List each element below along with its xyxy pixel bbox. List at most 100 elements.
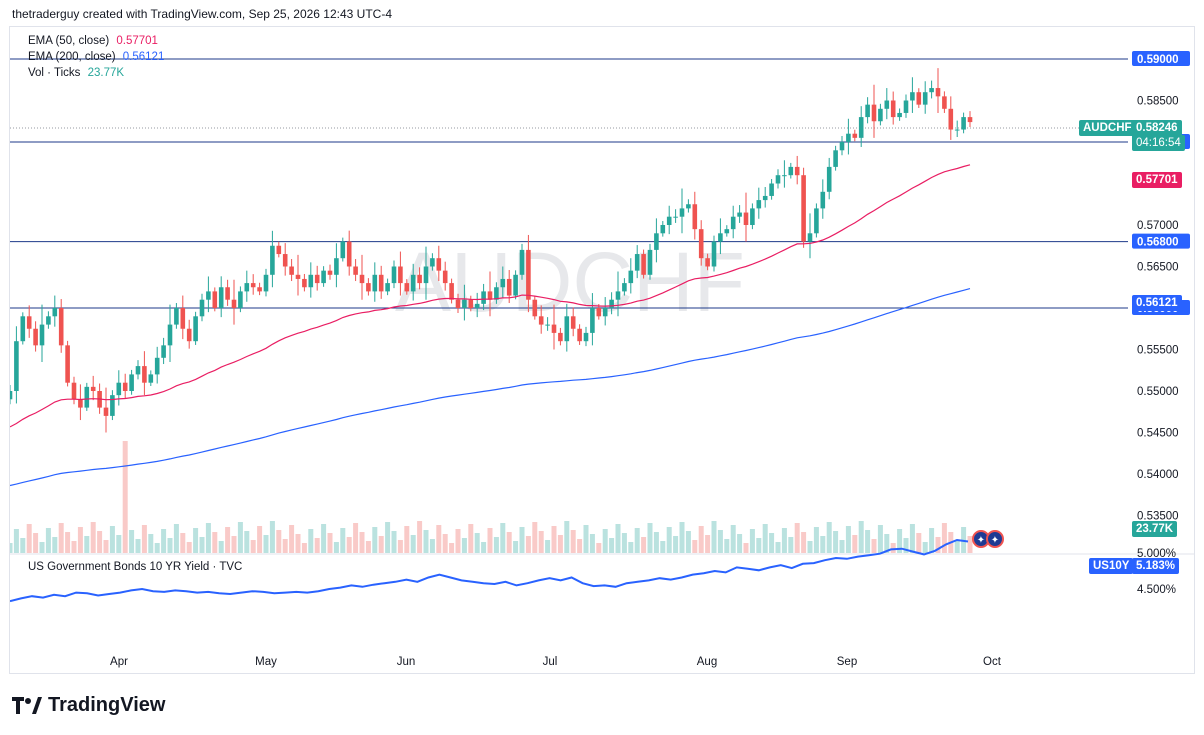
volume-bar xyxy=(65,532,71,553)
candle-body xyxy=(500,278,506,288)
candle-body xyxy=(334,258,339,275)
volume-bar xyxy=(525,536,531,553)
candle-body xyxy=(353,266,358,275)
candle-body xyxy=(654,233,659,250)
volume-bar xyxy=(404,526,410,553)
ema200-line xyxy=(10,288,971,487)
candle-body xyxy=(366,283,371,292)
candle-body xyxy=(698,229,704,259)
candle-body xyxy=(839,142,845,151)
volume-bar xyxy=(781,528,787,553)
volume-bar xyxy=(33,533,39,553)
candle-body xyxy=(282,254,288,267)
candle-body xyxy=(788,166,794,176)
volume-bar xyxy=(487,528,493,553)
volume-bar xyxy=(615,524,621,553)
volume-bar xyxy=(167,538,173,553)
volume-bar xyxy=(762,524,768,553)
candle-body xyxy=(647,249,653,275)
flag-icons[interactable]: ✦ ✦ xyxy=(972,530,1004,548)
candle-body xyxy=(954,129,960,131)
lower-pane-title[interactable]: US Government Bonds 10 YR Yield · TVC xyxy=(28,561,243,573)
candle-body xyxy=(359,274,365,284)
candle-body xyxy=(462,299,467,308)
volume-bar xyxy=(321,524,327,553)
volume-bar xyxy=(877,525,883,553)
time-axis[interactable]: Apr May Jun Jul Aug Sep Oct xyxy=(110,656,1002,668)
svg-text:✦: ✦ xyxy=(991,535,999,546)
candle-body xyxy=(961,117,966,130)
candle-body xyxy=(846,133,851,142)
candle-body xyxy=(660,225,666,234)
price-tick-label: 0.53500 xyxy=(1137,511,1179,523)
volume-bar xyxy=(801,532,807,553)
candle-body xyxy=(884,100,890,109)
volume-bar xyxy=(20,538,26,553)
candle-body xyxy=(78,399,83,408)
tradingview-logo[interactable]: TradingView xyxy=(12,694,165,717)
volume-bar xyxy=(583,525,589,553)
candle-body xyxy=(71,382,77,400)
candle-body xyxy=(314,274,320,284)
legend-volume-label: Vol · Ticks xyxy=(28,67,81,79)
candle-body xyxy=(84,386,90,408)
volume-bar xyxy=(628,542,634,553)
candle-body xyxy=(545,324,550,326)
candle-body xyxy=(129,374,134,391)
price-tick-label: 0.54500 xyxy=(1137,428,1179,440)
volume-bar xyxy=(692,540,698,553)
volume-bar xyxy=(84,536,90,553)
volume-bar xyxy=(845,526,851,553)
candle-body xyxy=(481,291,486,304)
price-tick-label: 0.55500 xyxy=(1137,345,1179,357)
volume-bar xyxy=(365,541,371,553)
candle-body xyxy=(449,283,454,300)
volume-bar xyxy=(237,522,243,553)
yield-tick-label: 4.500% xyxy=(1137,584,1176,596)
candle-body xyxy=(346,241,352,267)
australia-flag-icon[interactable] xyxy=(986,530,1004,548)
candle-body xyxy=(46,316,51,325)
volume-bar xyxy=(250,540,256,553)
candle-body xyxy=(634,254,640,271)
candle-body xyxy=(910,92,915,101)
candle-body xyxy=(442,270,448,284)
volume-bar xyxy=(314,538,320,553)
volume-bar xyxy=(641,537,647,553)
volume-bar xyxy=(634,528,640,553)
candle-body xyxy=(295,274,301,279)
volume-bar xyxy=(161,529,167,553)
last-price-tag: 0.58246 xyxy=(1132,120,1182,136)
candle-body xyxy=(430,258,435,267)
candle-body xyxy=(737,212,742,217)
candle-body xyxy=(622,283,627,292)
candle-body xyxy=(641,254,646,275)
candle-body xyxy=(26,316,32,329)
legend-ema50[interactable]: EMA (50, close) 0.57701 xyxy=(28,35,158,47)
volume-bar xyxy=(481,542,487,553)
candle-body xyxy=(711,241,717,267)
candle-body xyxy=(903,100,909,113)
legend-volume[interactable]: Vol · Ticks 23.77K xyxy=(28,67,124,79)
volume-bar xyxy=(359,532,365,553)
legend-ema200[interactable]: EMA (200, close) 0.56121 xyxy=(28,51,164,63)
horizontal-level-tag xyxy=(1132,51,1190,66)
volume-bar xyxy=(423,530,429,553)
volume-bar xyxy=(58,523,64,553)
volume-bar xyxy=(26,524,32,553)
price-axis[interactable]: 0.585000.575000.570000.565000.555000.550… xyxy=(1137,96,1179,597)
volume-bar xyxy=(909,524,915,553)
time-tick-label: Jul xyxy=(543,656,558,668)
volume-bar xyxy=(71,541,77,553)
candle-body xyxy=(289,266,294,275)
candle-body xyxy=(602,308,608,317)
candle-body xyxy=(142,366,147,383)
candle-body xyxy=(730,216,736,230)
volume-bar xyxy=(609,538,615,553)
tradingview-logo-icon xyxy=(12,696,42,714)
volume-bar xyxy=(417,521,423,553)
candle-body xyxy=(58,308,64,346)
volume-bar xyxy=(596,543,602,553)
